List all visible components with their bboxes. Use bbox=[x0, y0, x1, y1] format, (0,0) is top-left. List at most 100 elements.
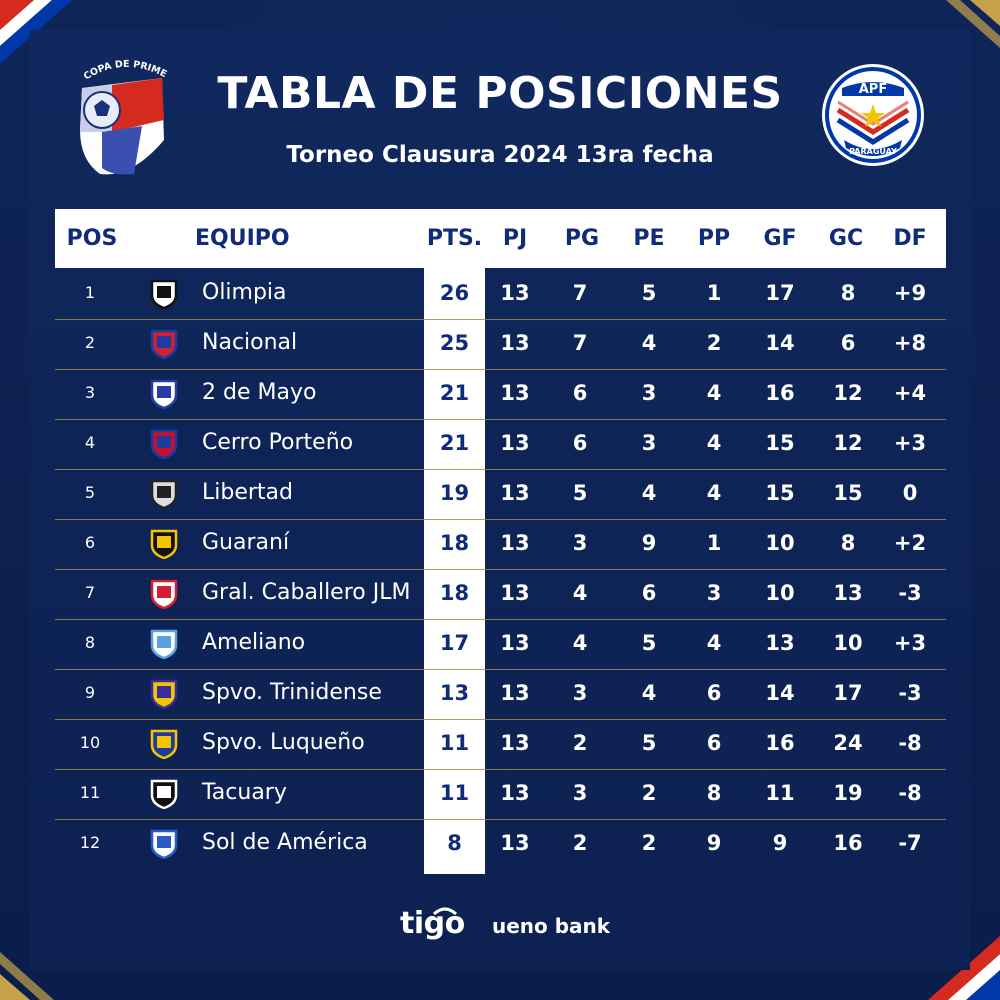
col-header-gc: GC bbox=[828, 226, 864, 251]
2-de-mayo-crest-icon bbox=[150, 379, 178, 409]
cell-pos: 12 bbox=[79, 833, 101, 852]
table-row: 7 Gral. Caballero JLM 18 13 4 6 3 10 13 -3 bbox=[55, 568, 946, 618]
cell-pe: 5 bbox=[641, 731, 657, 755]
cell-pg: 7 bbox=[572, 331, 588, 355]
col-header-pg: PG bbox=[564, 226, 600, 251]
cell-pts: 21 bbox=[439, 431, 470, 455]
row-separator bbox=[55, 419, 946, 420]
cell-pg: 6 bbox=[572, 381, 588, 405]
page-title: TABLA DE POSICIONES bbox=[217, 68, 783, 119]
cell-pos: 9 bbox=[84, 683, 96, 702]
cell-gf: 10 bbox=[765, 581, 795, 605]
cell-pp: 4 bbox=[706, 481, 722, 505]
cell-pos: 8 bbox=[84, 633, 96, 652]
cell-df: +8 bbox=[893, 331, 927, 355]
row-separator bbox=[55, 319, 946, 320]
cell-df: -3 bbox=[898, 681, 922, 705]
cell-pe: 9 bbox=[641, 531, 657, 555]
cell-team: Ameliano bbox=[202, 630, 306, 655]
cell-pts: 13 bbox=[439, 681, 470, 705]
cell-gc: 16 bbox=[833, 831, 863, 855]
olimpia-crest-icon bbox=[150, 279, 178, 309]
cell-pp: 6 bbox=[706, 681, 722, 705]
cell-pts: 11 bbox=[439, 731, 470, 755]
cell-team: Nacional bbox=[202, 330, 298, 355]
cell-gf: 16 bbox=[765, 381, 795, 405]
cell-pg: 2 bbox=[572, 831, 588, 855]
cell-pe: 4 bbox=[641, 331, 657, 355]
cell-df: 0 bbox=[902, 481, 918, 505]
cell-pj: 13 bbox=[500, 831, 530, 855]
cell-gf: 14 bbox=[765, 681, 795, 705]
row-separator bbox=[55, 569, 946, 570]
cell-gc: 6 bbox=[840, 331, 856, 355]
row-separator bbox=[55, 819, 946, 820]
cell-pe: 3 bbox=[641, 381, 657, 405]
cell-pe: 5 bbox=[641, 281, 657, 305]
cell-pos: 7 bbox=[84, 583, 96, 602]
cell-pg: 4 bbox=[572, 631, 588, 655]
row-separator bbox=[55, 369, 946, 370]
cell-gf: 14 bbox=[765, 331, 795, 355]
cell-team: Gral. Caballero JLM bbox=[202, 580, 411, 605]
cell-df: +3 bbox=[893, 431, 927, 455]
row-separator bbox=[55, 469, 946, 470]
table-row: 12 Sol de América 8 13 2 2 9 9 16 -7 bbox=[55, 818, 946, 868]
col-header-pp: PP bbox=[697, 226, 731, 251]
cell-pts: 8 bbox=[447, 831, 462, 855]
cell-pe: 5 bbox=[641, 631, 657, 655]
table-row: 6 Guaraní 18 13 3 9 1 10 8 +2 bbox=[55, 518, 946, 568]
row-separator bbox=[55, 769, 946, 770]
ueno-bank-logo: ueno bank bbox=[492, 914, 611, 938]
col-header-gf: GF bbox=[763, 226, 797, 251]
cell-gc: 19 bbox=[833, 781, 863, 805]
cell-pp: 2 bbox=[706, 331, 722, 355]
content-panel bbox=[30, 30, 970, 970]
cell-pos: 6 bbox=[84, 533, 96, 552]
cell-pos: 5 bbox=[84, 483, 96, 502]
cell-gc: 15 bbox=[833, 481, 863, 505]
tacuary-crest-icon bbox=[150, 779, 178, 809]
cell-pts: 18 bbox=[439, 531, 470, 555]
cell-gc: 13 bbox=[833, 581, 863, 605]
cell-gc: 17 bbox=[833, 681, 863, 705]
cell-pe: 6 bbox=[641, 581, 657, 605]
cell-gf: 16 bbox=[765, 731, 795, 755]
cell-pts: 19 bbox=[439, 481, 470, 505]
cell-pj: 13 bbox=[500, 281, 530, 305]
cell-df: +2 bbox=[893, 531, 927, 555]
ameliano-crest-icon bbox=[150, 629, 178, 659]
cell-pg: 4 bbox=[572, 581, 588, 605]
corner-stripes-top-right bbox=[946, 0, 1000, 48]
cell-team: Libertad bbox=[202, 480, 293, 505]
row-separator bbox=[55, 519, 946, 520]
cell-pts: 11 bbox=[439, 781, 470, 805]
cell-gc: 12 bbox=[833, 431, 863, 455]
cell-pp: 1 bbox=[706, 281, 722, 305]
cell-pg: 5 bbox=[572, 481, 588, 505]
cell-gf: 15 bbox=[765, 481, 795, 505]
cell-pj: 13 bbox=[500, 431, 530, 455]
cell-team: Spvo. Luqueño bbox=[202, 730, 365, 755]
cell-pts: 17 bbox=[439, 631, 470, 655]
cell-df: +4 bbox=[893, 381, 927, 405]
cell-team: Cerro Porteño bbox=[202, 430, 354, 455]
row-separator bbox=[55, 719, 946, 720]
cell-gf: 9 bbox=[772, 831, 788, 855]
cell-gc: 8 bbox=[840, 281, 856, 305]
cell-df: -3 bbox=[898, 581, 922, 605]
cell-team: Sol de América bbox=[202, 830, 368, 855]
table-row: 11 Tacuary 11 13 3 2 8 11 19 -8 bbox=[55, 768, 946, 818]
cell-pe: 2 bbox=[641, 781, 657, 805]
cell-pe: 4 bbox=[641, 481, 657, 505]
cell-pos: 11 bbox=[79, 783, 101, 802]
page-subtitle: Torneo Clausura 2024 13ra fecha bbox=[286, 142, 714, 168]
apf-logo: APF PARAGUAY bbox=[822, 64, 924, 166]
cell-pts: 26 bbox=[439, 281, 470, 305]
cell-gc: 10 bbox=[833, 631, 863, 655]
cell-pp: 6 bbox=[706, 731, 722, 755]
table-row: 10 Spvo. Luqueño 11 13 2 5 6 16 24 -8 bbox=[55, 718, 946, 768]
cell-pg: 6 bbox=[572, 431, 588, 455]
cell-df: +9 bbox=[893, 281, 927, 305]
